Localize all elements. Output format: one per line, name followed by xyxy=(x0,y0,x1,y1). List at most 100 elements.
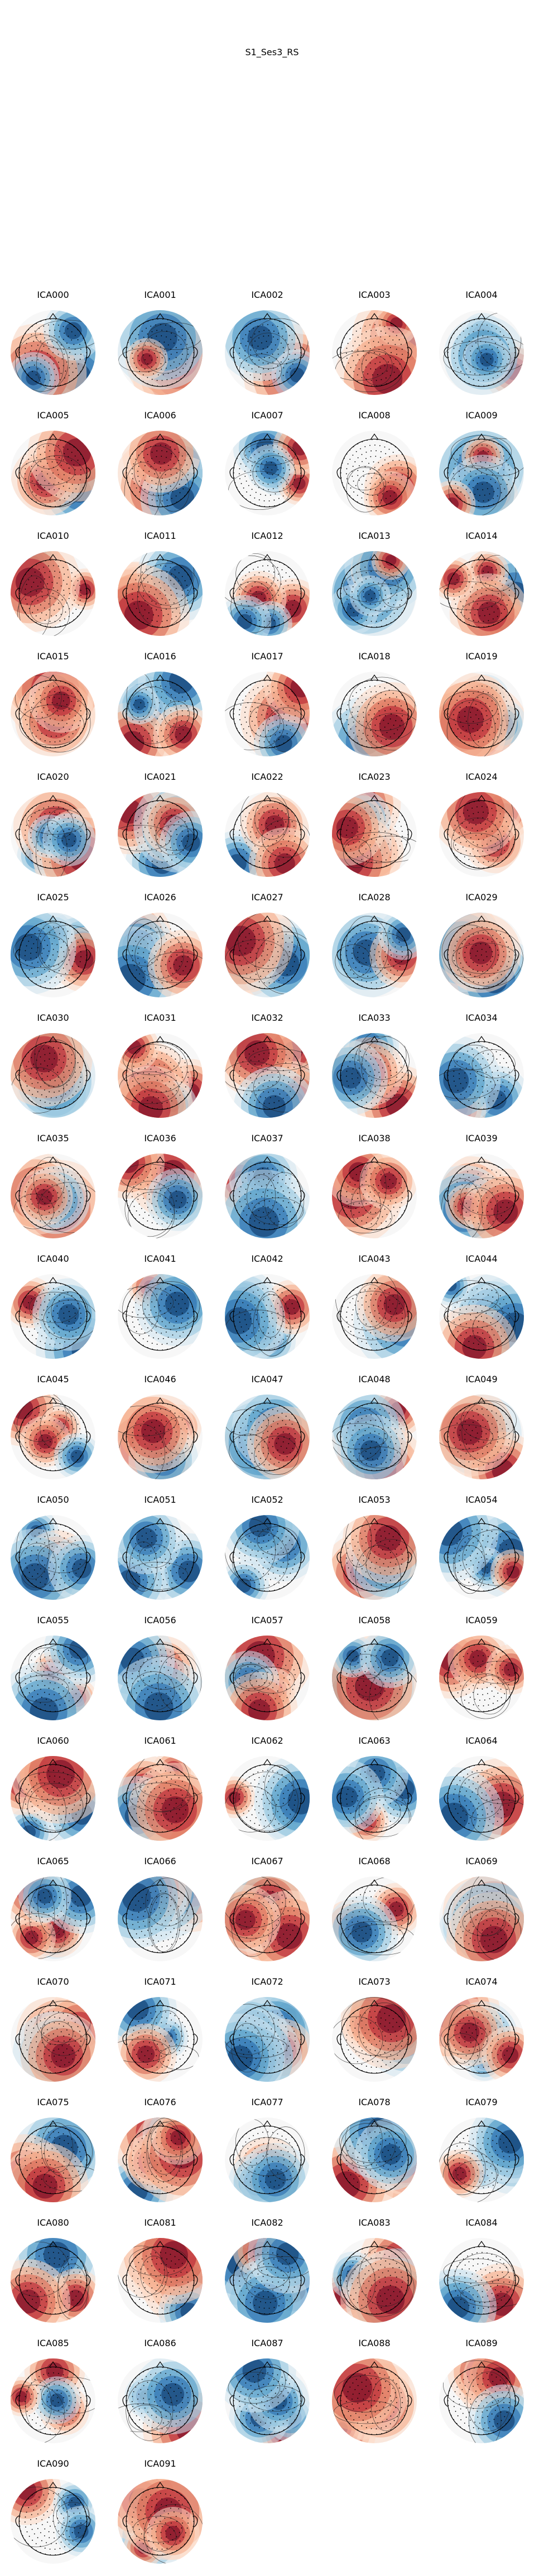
scalp-topomap xyxy=(4,1747,102,1847)
topomap-ica077: ICA077 xyxy=(214,2097,320,2215)
topomap-ica086: ICA086 xyxy=(107,2338,213,2456)
topomap-ica062: ICA062 xyxy=(214,1736,320,1853)
topomap-ica044: ICA044 xyxy=(429,1254,535,1371)
component-label: ICA069 xyxy=(429,1856,535,1866)
topomap-ica021: ICA021 xyxy=(107,772,213,889)
topomap-ica078: ICA078 xyxy=(321,2097,427,2215)
scalp-topomap xyxy=(325,663,423,763)
topomap-ica064: ICA064 xyxy=(429,1736,535,1853)
scalp-topomap xyxy=(218,783,316,884)
scalp-topomap xyxy=(4,542,102,643)
scalp-topomap xyxy=(111,1868,209,1968)
topomap-ica020: ICA020 xyxy=(0,772,106,889)
scalp-topomap xyxy=(111,1747,209,1847)
scalp-topomap xyxy=(325,1386,423,1486)
scalp-topomap xyxy=(432,663,531,763)
topomap-ica074: ICA074 xyxy=(429,1977,535,2094)
topomap-ica032: ICA032 xyxy=(214,1013,320,1130)
scalp-topomap xyxy=(4,663,102,763)
component-label: ICA087 xyxy=(214,2338,320,2348)
scalp-topomap xyxy=(325,2229,423,2329)
component-label: ICA014 xyxy=(429,531,535,541)
topomap-ica066: ICA066 xyxy=(107,1856,213,1974)
component-label: ICA081 xyxy=(107,2218,213,2228)
component-label: ICA010 xyxy=(0,531,106,541)
topomap-ica047: ICA047 xyxy=(214,1374,320,1492)
topomap-ica018: ICA018 xyxy=(321,652,427,769)
scalp-topomap xyxy=(218,1627,316,1727)
topomap-ica065: ICA065 xyxy=(0,1856,106,1974)
scalp-topomap xyxy=(325,301,423,402)
scalp-topomap xyxy=(325,1747,423,1847)
component-label: ICA003 xyxy=(321,290,427,300)
topomap-ica054: ICA054 xyxy=(429,1495,535,1612)
scalp-topomap xyxy=(111,2350,209,2450)
topomap-ica081: ICA081 xyxy=(107,2218,213,2335)
scalp-topomap xyxy=(325,1145,423,1245)
component-label: ICA063 xyxy=(321,1736,427,1746)
scalp-topomap xyxy=(218,301,316,402)
topomap-ica084: ICA084 xyxy=(429,2218,535,2335)
scalp-topomap xyxy=(325,1868,423,1968)
topomap-ica007: ICA007 xyxy=(214,411,320,528)
component-label: ICA089 xyxy=(429,2338,535,2348)
topomap-ica026: ICA026 xyxy=(107,893,213,1010)
scalp-topomap xyxy=(432,783,531,884)
component-label: ICA033 xyxy=(321,1013,427,1023)
scalp-topomap xyxy=(4,904,102,1004)
scalp-topomap xyxy=(111,1988,209,2088)
scalp-topomap xyxy=(432,1145,531,1245)
topomap-ica061: ICA061 xyxy=(107,1736,213,1853)
topomap-ica024: ICA024 xyxy=(429,772,535,889)
scalp-topomap xyxy=(218,1868,316,1968)
scalp-topomap xyxy=(4,2229,102,2329)
component-label: ICA032 xyxy=(214,1013,320,1023)
component-label: ICA053 xyxy=(321,1495,427,1505)
topomap-ica027: ICA027 xyxy=(214,893,320,1010)
component-label: ICA060 xyxy=(0,1736,106,1746)
topomap-ica082: ICA082 xyxy=(214,2218,320,2335)
topomap-ica035: ICA035 xyxy=(0,1133,106,1251)
component-label: ICA004 xyxy=(429,290,535,300)
topomap-ica006: ICA006 xyxy=(107,411,213,528)
component-label: ICA045 xyxy=(0,1374,106,1385)
component-label: ICA021 xyxy=(107,772,213,782)
scalp-topomap xyxy=(111,2229,209,2329)
scalp-topomap xyxy=(325,1988,423,2088)
topomap-ica038: ICA038 xyxy=(321,1133,427,1251)
component-label: ICA018 xyxy=(321,652,427,662)
scalp-topomap xyxy=(111,1265,209,1366)
topomap-ica025: ICA025 xyxy=(0,893,106,1010)
component-label: ICA074 xyxy=(429,1977,535,1987)
scalp-topomap xyxy=(432,1506,531,1607)
topomap-ica046: ICA046 xyxy=(107,1374,213,1492)
component-label: ICA013 xyxy=(321,531,427,541)
scalp-topomap xyxy=(432,1024,531,1125)
topomap-ica023: ICA023 xyxy=(321,772,427,889)
component-label: ICA012 xyxy=(214,531,320,541)
topomap-ica012: ICA012 xyxy=(214,531,320,648)
scalp-topomap xyxy=(325,783,423,884)
topomap-ica036: ICA036 xyxy=(107,1133,213,1251)
topomap-ica050: ICA050 xyxy=(0,1495,106,1612)
topomap-ica014: ICA014 xyxy=(429,531,535,648)
scalp-topomap xyxy=(432,1747,531,1847)
component-label: ICA086 xyxy=(107,2338,213,2348)
component-label: ICA049 xyxy=(429,1374,535,1385)
component-label: ICA076 xyxy=(107,2097,213,2107)
topomap-ica010: ICA010 xyxy=(0,531,106,648)
topomap-ica069: ICA069 xyxy=(429,1856,535,1974)
component-label: ICA077 xyxy=(214,2097,320,2107)
topomap-ica049: ICA049 xyxy=(429,1374,535,1492)
component-label: ICA066 xyxy=(107,1856,213,1866)
scalp-topomap xyxy=(432,1386,531,1486)
topomap-ica015: ICA015 xyxy=(0,652,106,769)
topomap-ica034: ICA034 xyxy=(429,1013,535,1130)
component-label: ICA024 xyxy=(429,772,535,782)
component-label: ICA058 xyxy=(321,1615,427,1625)
topomap-ica083: ICA083 xyxy=(321,2218,427,2335)
scalp-topomap xyxy=(325,2109,423,2209)
component-label: ICA039 xyxy=(429,1133,535,1144)
component-label: ICA035 xyxy=(0,1133,106,1144)
